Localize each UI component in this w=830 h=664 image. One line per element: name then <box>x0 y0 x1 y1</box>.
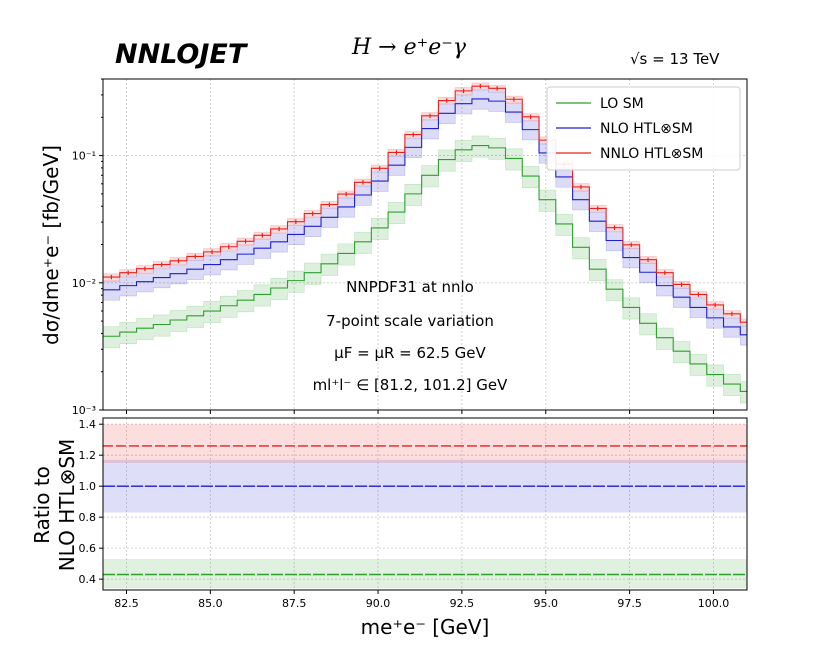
mu-annotation: μF = μR = 62.5 GeV <box>334 344 486 362</box>
xtick-label-1: 85.0 <box>198 597 223 610</box>
bottom-panel-grid <box>103 418 747 590</box>
top-ylabel: dσ/dme⁺e⁻ [fb/GeV] <box>39 145 63 345</box>
bottom-ytick-label-3: 1.0 <box>79 480 97 493</box>
bottom-ytick-label-5: 1.4 <box>79 418 97 431</box>
bottom-panel-bands <box>103 424 747 589</box>
pdf-annotation: NNPDF31 at nnlo <box>346 278 474 296</box>
mass-window-annotation: ml⁺l⁻ ∈ [81.2, 101.2] GeV <box>313 376 509 394</box>
xtick-label-2: 87.5 <box>282 597 307 610</box>
bottom-ytick-label-2: 0.8 <box>79 511 97 524</box>
xtick-label-5: 95.0 <box>534 597 559 610</box>
bottom-ylabel-line1: Ratio to <box>30 466 54 544</box>
bottom-panel-ratio-lines <box>103 445 747 576</box>
energy-label: √s = 13 TeV <box>630 50 720 68</box>
legend: LO SM NLO HTL⊗SM NNLO HTL⊗SM <box>546 86 741 171</box>
legend-label-lo: LO SM <box>600 96 644 112</box>
bottom-ytick-label-1: 0.6 <box>79 542 97 555</box>
top-panel-histograms <box>103 83 747 392</box>
xlabel: me⁺e⁻ [GeV] <box>361 615 490 639</box>
xtick-label-3: 90.0 <box>366 597 391 610</box>
top-panel-yticks: 10⁻³ 10⁻² 10⁻¹ <box>72 78 714 417</box>
brand-logo-text: NNLOJET <box>115 39 249 70</box>
histogram-lo <box>103 144 747 392</box>
bottom-ytick-label-0: 0.4 <box>79 573 97 586</box>
scale-annotation: 7-point scale variation <box>326 312 494 330</box>
legend-label-nlo: NLO HTL⊗SM <box>600 121 693 137</box>
ratio-band-nnlo <box>103 424 747 463</box>
top-ytick-label-1: 10⁻² <box>72 277 96 290</box>
xtick-label-6: 97.5 <box>617 597 642 610</box>
xtick-label-0: 82.5 <box>114 597 139 610</box>
bottom-panel-frame <box>102 417 748 591</box>
bottom-panel-ticks: 0.4 0.6 0.8 1.0 1.2 1.4 82.5 85.0 87.5 90.0 92.5 95… <box>79 418 730 610</box>
histogram-nlo <box>103 98 747 336</box>
bottom-ytick-label-4: 1.2 <box>79 449 97 462</box>
process-title: H → e⁺e⁻γ <box>351 35 467 60</box>
legend-box <box>546 86 741 171</box>
xtick-label-7: 100.0 <box>698 597 730 610</box>
legend-label-nnlo: NNLO HTL⊗SM <box>600 146 703 162</box>
bottom-ylabel-line2: NLO HTL⊗SM <box>55 439 79 572</box>
top-ytick-label-0: 10⁻³ <box>72 404 96 417</box>
top-ytick-label-2: 10⁻¹ <box>72 150 96 163</box>
xtick-label-4: 92.5 <box>450 597 475 610</box>
ratio-band-lo <box>103 559 747 589</box>
